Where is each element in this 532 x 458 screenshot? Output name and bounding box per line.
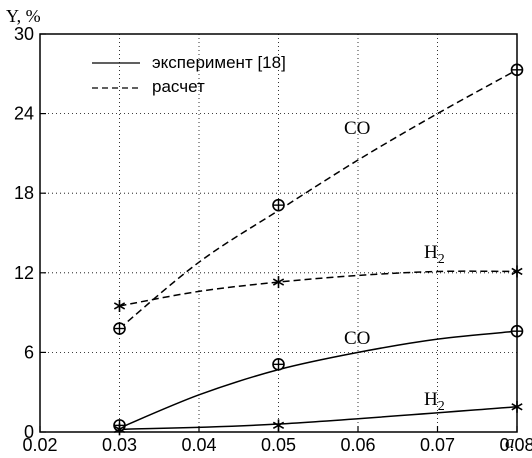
curve-label: H2 [424, 389, 445, 414]
y-tick-label: 6 [24, 342, 34, 362]
data-point-circle-plus [113, 322, 126, 335]
curve-label: CO [344, 118, 370, 139]
series-line-solid-0 [119, 330, 518, 429]
data-point-asterisk [272, 276, 285, 289]
y-tick-label: 0 [24, 422, 34, 442]
x-tick-label: 0.03 [102, 435, 137, 455]
legend-label-calculation: расчет [152, 77, 205, 96]
axis-ticks: 0.02 0.03 0.04 0.05 0.06 0.07 0.08 0 6 12 18 24 30 [14, 24, 532, 455]
x-tick-label: 0.04 [181, 435, 216, 455]
series-line-solid-1 [119, 406, 518, 431]
series-line-dashed-3 [119, 270, 518, 307]
x-axis-label: a [505, 432, 515, 453]
curve-labels: CO H2 CO H2 [344, 118, 445, 414]
y-tick-label: 12 [14, 263, 34, 283]
x-tick-label: 0.06 [340, 435, 375, 455]
y-tick-label: 30 [14, 24, 34, 44]
x-tick-label: 0.05 [261, 435, 296, 455]
curve-label: CO [344, 328, 370, 349]
legend: эксперимент [18] расчет [92, 53, 286, 96]
curve-label: H2 [424, 242, 445, 267]
data-point-circle-plus [272, 198, 285, 212]
plot-frame [39, 33, 518, 433]
x-tick-label: 0.02 [22, 435, 57, 455]
y-axis-label: Y, % [6, 6, 41, 26]
grid-lines [40, 34, 517, 432]
series-line-dashed-2 [119, 69, 518, 330]
x-tick-label: 0.08 [499, 435, 532, 455]
data-points [113, 63, 524, 436]
legend-label-experiment: эксперимент [18] [152, 53, 286, 72]
data-point-asterisk [113, 299, 126, 312]
y-tick-label: 24 [14, 104, 34, 124]
y-tick-label: 18 [14, 183, 34, 203]
x-tick-label: 0.07 [420, 435, 455, 455]
data-point-circle-plus [272, 358, 285, 371]
series-lines [119, 69, 518, 431]
